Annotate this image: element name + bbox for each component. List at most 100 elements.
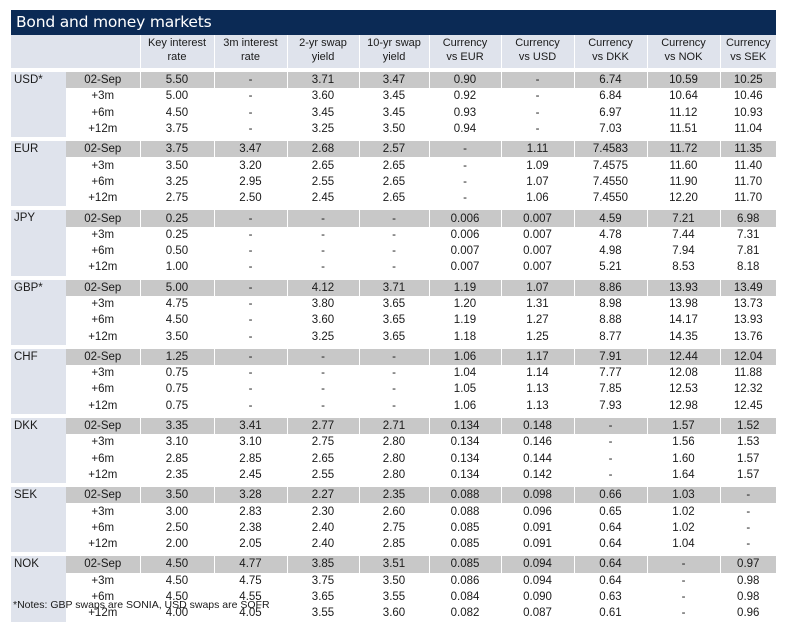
table-row: +12m 2.75 2.50 2.45 2.65-1.06 7.4550 12.20 11.7… <box>11 190 776 209</box>
column-header-line: Key interest <box>147 37 207 49</box>
table-cell: 4.50 <box>139 312 214 329</box>
table-cell: - <box>286 344 359 366</box>
table-cell: 2.30 <box>286 503 359 520</box>
table-cell: 12.20 <box>646 190 720 209</box>
table-cell: - <box>213 88 287 105</box>
column-header-line: Currency <box>442 37 488 49</box>
table-cell: 3.45 <box>358 104 429 121</box>
table-cell: 3.75 <box>139 137 214 158</box>
table-cell: 0.90 <box>428 67 501 89</box>
table-cell: 3.28 <box>213 483 287 504</box>
table-cell: 0.085 <box>428 519 501 537</box>
table-cell: 3.10 <box>139 434 214 451</box>
table-cell: 11.40 <box>719 157 776 174</box>
table-row: +12m 2.00 2.05 2.40 2.85 0.085 0.091 0.64 1.04- <box>11 536 776 555</box>
horizon-label: 02-Sep <box>66 67 140 89</box>
table-cell: 0.088 <box>428 503 501 520</box>
currency-label: GBP* <box>11 275 66 347</box>
table-cell: 1.02 <box>646 519 720 537</box>
horizon-label: +6m <box>91 106 115 119</box>
column-header-line: Currency <box>661 37 706 49</box>
column-header-line: 2-yr swap <box>299 37 347 49</box>
table-row: +12m 0.75- - -1.06 1.13 7.93 12.98 12.45 <box>11 397 776 416</box>
table-cell: 5.21 <box>573 259 647 278</box>
table-cell: 0.134 <box>428 450 501 467</box>
table-cell: 2.95 <box>213 173 287 191</box>
table-cell: 0.64 <box>573 519 647 537</box>
table-cell: 0.134 <box>428 466 501 486</box>
table-cell: 13.76 <box>719 328 776 347</box>
table-cell: 11.12 <box>646 104 720 121</box>
table-cell: 11.88 <box>719 365 776 382</box>
horizon-label: +12m <box>88 399 118 412</box>
column-header-line: Currency <box>725 37 771 49</box>
table-cell: 0.75 <box>139 365 214 382</box>
table-cell: 2.65 <box>286 450 359 467</box>
table-cell: 7.94 <box>646 242 720 260</box>
table-cell: 3.51 <box>358 552 429 573</box>
table-cell: - <box>573 413 647 435</box>
table-cell: 7.77 <box>573 365 647 382</box>
table-cell: 11.60 <box>646 157 720 174</box>
table-cell: 1.06 <box>428 344 501 366</box>
horizon-label: 02-Sep <box>66 552 140 573</box>
horizon-label: +12m <box>88 261 118 274</box>
horizon-label: 02-Sep <box>66 206 140 227</box>
table-cell: - <box>500 104 574 121</box>
table-title: Bond and money markets <box>11 10 776 35</box>
table-row: +3m 5.00-3.60 3.45 0.92-6.84 10.64 10.46 <box>11 88 776 105</box>
table-cell: 10.93 <box>719 104 776 121</box>
table-cell: 2.00 <box>139 536 214 555</box>
column-header: 10-yr swap yield <box>358 35 429 70</box>
table-cell: 1.07 <box>500 275 574 296</box>
table-cell: 0.93 <box>428 104 501 121</box>
table-cell: - <box>286 365 359 382</box>
table-cell: 0.94 <box>428 120 501 140</box>
table-cell: 1.27 <box>500 312 574 329</box>
table-cell: 3.60 <box>286 88 359 105</box>
table-cell: 3.65 <box>358 328 429 347</box>
table-cell: 3.45 <box>286 104 359 121</box>
table-cell: - <box>428 173 501 191</box>
horizon-label: +6m <box>91 314 115 327</box>
horizon-label: 02-Sep <box>66 137 140 158</box>
table-cell: 0.148 <box>500 413 574 435</box>
table-cell: 8.88 <box>573 312 647 329</box>
horizon-label: +6m <box>91 175 115 188</box>
table-cell: - <box>719 483 776 504</box>
table-row: +12m 3.75-3.25 3.50 0.94-7.03 11.51 11.04 <box>11 120 776 140</box>
table-cell: - <box>646 572 720 589</box>
horizon-label: 02-Sep <box>66 413 140 435</box>
table-cell: 1.04 <box>428 365 501 382</box>
table-row: NOK 02-Sep 4.50 4.77 3.85 3.51 0.085 0.094 0.64-… <box>11 552 776 622</box>
column-header: Currency vs DKK <box>573 35 647 70</box>
column-header-line: yield <box>311 51 335 63</box>
table-cell: 0.007 <box>428 259 501 278</box>
table-cell: 3.20 <box>213 157 287 174</box>
column-header: 3m interest rate <box>213 35 287 70</box>
column-header: Currency vs EUR <box>428 35 501 70</box>
table-row: +6m 2.85 2.85 2.65 2.80 0.134 0.144-1.60 1.57 <box>11 450 776 467</box>
table-cell: - <box>358 381 429 398</box>
table-cell: 8.53 <box>646 259 720 278</box>
table-cell: 0.142 <box>500 466 574 486</box>
table-cell: 2.68 <box>286 137 359 158</box>
table-cell: 4.50 <box>139 588 214 606</box>
table-cell: - <box>573 434 647 451</box>
table-cell: 0.087 <box>500 605 574 622</box>
table-cell: 1.17 <box>500 344 574 366</box>
table-cell: 0.61 <box>573 605 647 622</box>
table-cell: 3.50 <box>358 572 429 589</box>
table-row: DKK 02-Sep 3.35 3.41 2.77 2.71 0.134 0.148-1.57… <box>11 413 776 486</box>
table-cell: 1.20 <box>428 295 501 313</box>
table-cell: 2.65 <box>358 173 429 191</box>
table-cell: 3.25 <box>286 328 359 347</box>
table-cell: - <box>213 295 287 313</box>
table-cell: 2.38 <box>213 519 287 537</box>
table-cell: 0.64 <box>573 536 647 555</box>
table-cell: 1.11 <box>500 137 574 158</box>
table-cell: - <box>358 259 429 278</box>
currency-label: NOK <box>11 552 66 622</box>
currency-label: USD* <box>11 67 66 140</box>
table-cell: 2.40 <box>286 536 359 555</box>
